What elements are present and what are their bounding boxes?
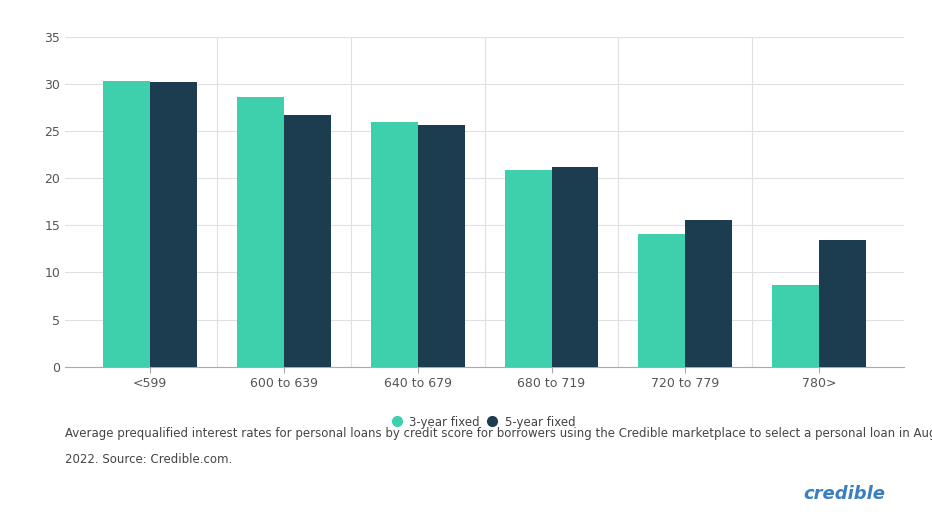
Text: Average prequalified interest rates for personal loans by credit score for borro: Average prequalified interest rates for … bbox=[65, 427, 932, 440]
Bar bbox=[103, 81, 150, 367]
Text: 2022. Source: Credible.com.: 2022. Source: Credible.com. bbox=[65, 453, 232, 466]
Bar bbox=[150, 82, 197, 367]
Bar bbox=[685, 220, 733, 367]
Bar bbox=[418, 125, 464, 367]
Legend: 3-year fixed, 5-year fixed: 3-year fixed, 5-year fixed bbox=[394, 416, 575, 429]
Bar bbox=[638, 234, 685, 367]
Bar bbox=[819, 241, 866, 367]
Bar bbox=[505, 170, 552, 367]
Bar bbox=[773, 285, 819, 367]
Text: credible: credible bbox=[803, 485, 885, 503]
Bar bbox=[552, 167, 598, 367]
Bar bbox=[237, 97, 284, 367]
Bar bbox=[284, 115, 331, 367]
Bar bbox=[371, 122, 418, 367]
